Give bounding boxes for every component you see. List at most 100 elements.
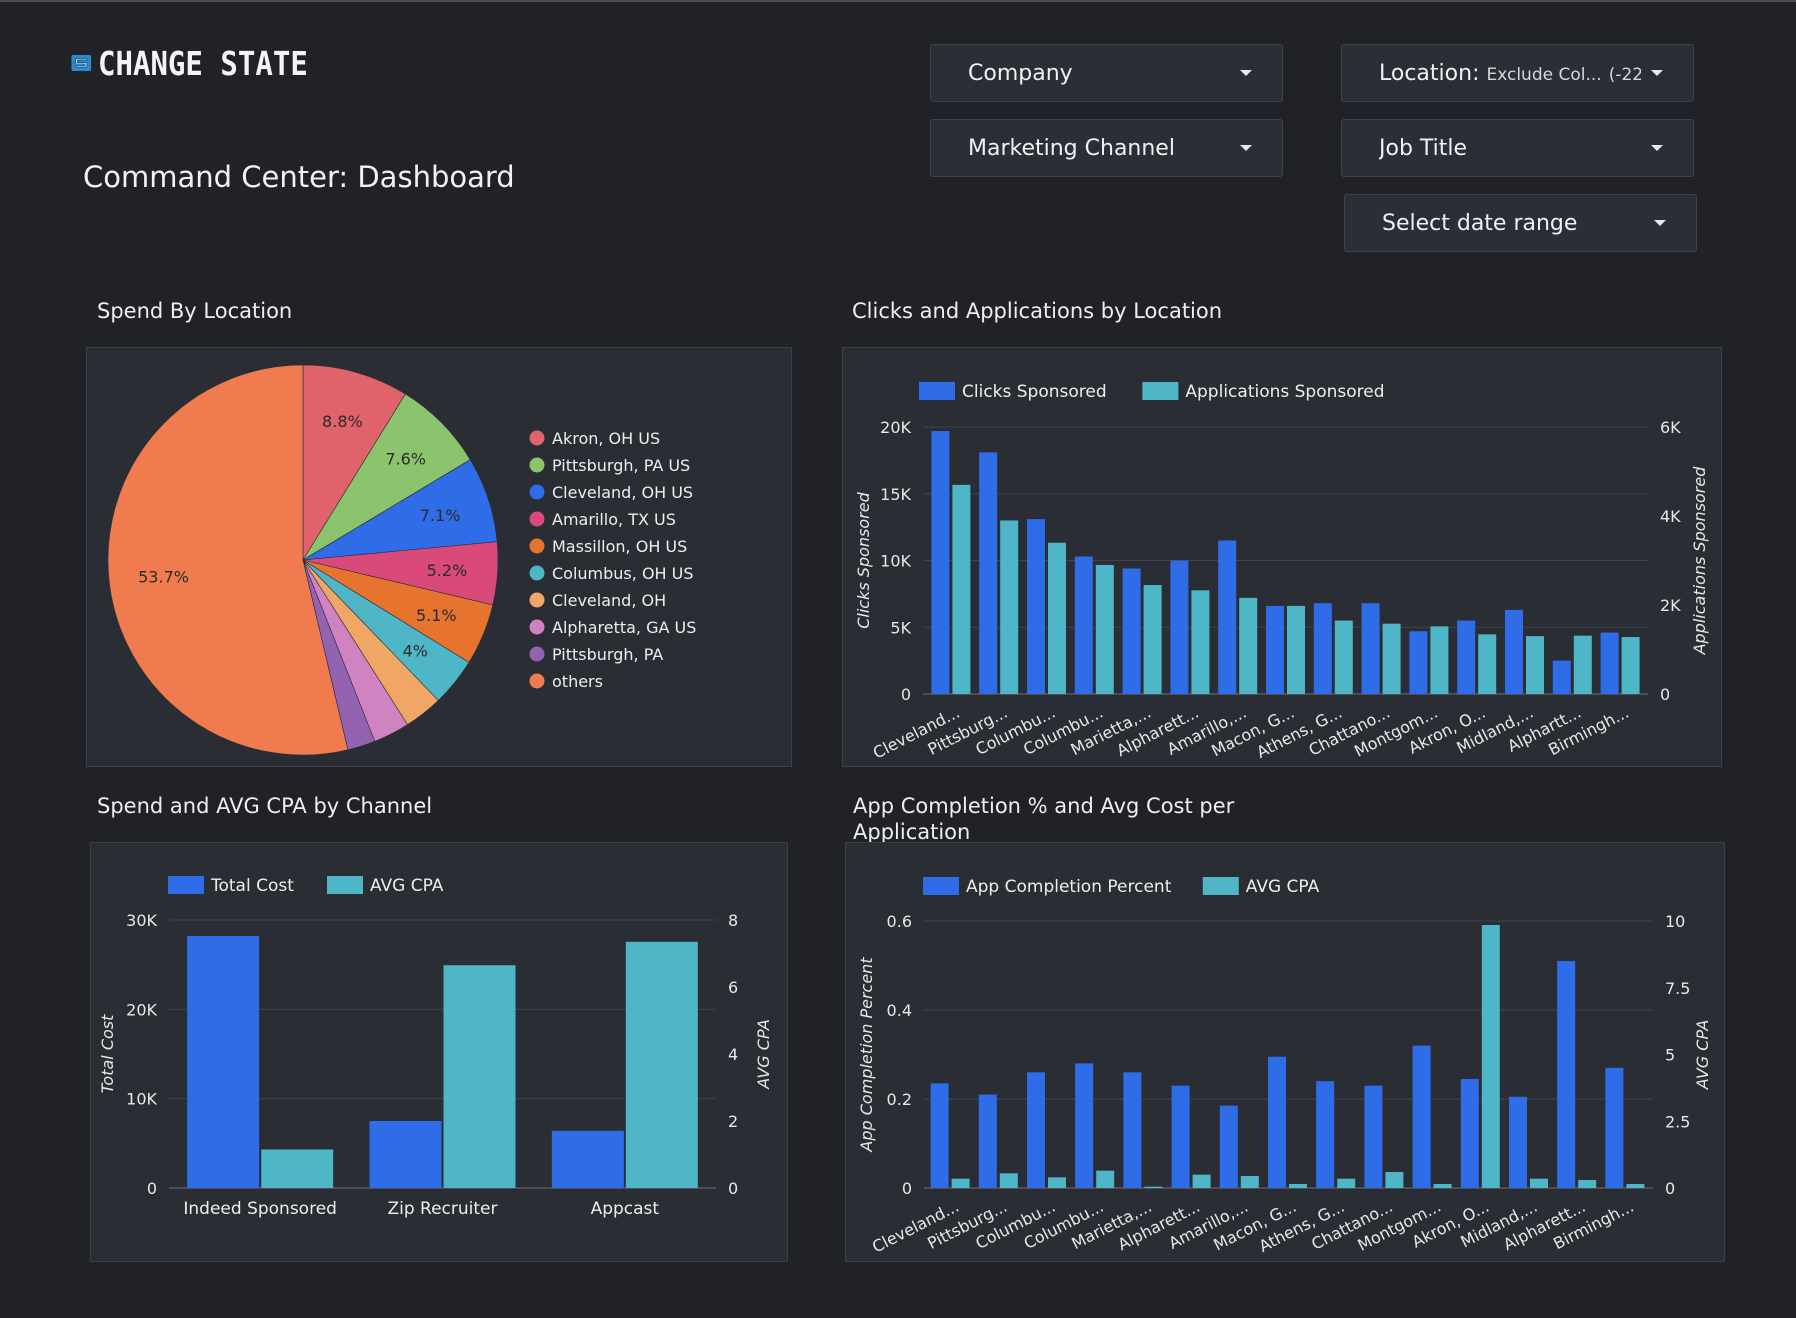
- bar-series-1[interactable]: [1412, 1045, 1431, 1188]
- legend-item[interactable]: AVG CPA: [327, 876, 444, 896]
- bar-series-1[interactable]: [1409, 631, 1428, 694]
- bar-series-2[interactable]: [1287, 605, 1305, 694]
- pie-legend-item[interactable]: Columbus, OH US: [529, 564, 694, 583]
- bar-series-2[interactable]: [1144, 1186, 1163, 1188]
- bar-series-1[interactable]: [187, 936, 260, 1188]
- bar-series-1[interactable]: [930, 1083, 949, 1188]
- spend-cpa-channel-bar-chart[interactable]: Total Cost AVG CPA 0 10K 20K 30K 0 2 4 6 8 Total Co…: [91, 843, 789, 1263]
- bar-series-1[interactable]: [1170, 560, 1189, 695]
- bar-series-2[interactable]: [1626, 1183, 1645, 1188]
- spend-by-location-pie-chart[interactable]: 8.8% 7.6% 7.1% 5.2% 5.1% 4% 53.7% Akron, OH US P…: [87, 348, 793, 768]
- bar-series-2[interactable]: [1143, 584, 1162, 694]
- bar-series-2[interactable]: [1385, 1171, 1404, 1188]
- bar-series-1[interactable]: [978, 1094, 997, 1188]
- bar-series-2[interactable]: [1240, 1175, 1259, 1188]
- bar-series-1[interactable]: [1605, 1067, 1624, 1188]
- change-state-logo[interactable]: CHANGE STATE: [71, 44, 336, 83]
- bar-series-1[interactable]: [1218, 540, 1237, 694]
- pie-legend-label: Massillon, OH US: [552, 537, 687, 556]
- bar-series-1[interactable]: [1123, 1072, 1142, 1188]
- bar-series-1[interactable]: [1557, 961, 1576, 1188]
- bar-series-2[interactable]: [1621, 637, 1640, 694]
- bar-series-1[interactable]: [1122, 568, 1141, 694]
- bar-series-1[interactable]: [1027, 519, 1045, 694]
- bar-series-2[interactable]: [952, 484, 971, 694]
- bar-series-1[interactable]: [1074, 556, 1093, 694]
- bar-series-2[interactable]: [1192, 1174, 1211, 1188]
- bar-series-1[interactable]: [1600, 632, 1619, 694]
- bar-series-2[interactable]: [1530, 1178, 1548, 1188]
- bar-series-1[interactable]: [1552, 660, 1571, 694]
- job-title-filter-label: Job Title: [1379, 135, 1468, 161]
- bar-series-1[interactable]: [1075, 1063, 1094, 1188]
- location-filter[interactable]: Location: Exclude Col... (-22): [1341, 44, 1694, 102]
- bar-series-2[interactable]: [1526, 636, 1544, 694]
- bar-series-1[interactable]: [1460, 1078, 1479, 1188]
- bar-series-2[interactable]: [1048, 1177, 1066, 1188]
- company-filter[interactable]: Company: [930, 44, 1283, 102]
- pie-slice-pittsburgh-pa-us[interactable]: [302, 393, 471, 561]
- job-title-filter[interactable]: Job Title: [1341, 119, 1694, 177]
- pie-legend-item[interactable]: others: [529, 672, 603, 691]
- bar-series-1[interactable]: [551, 1130, 624, 1188]
- bar-series-2[interactable]: [261, 1149, 334, 1188]
- bar-series-1[interactable]: [931, 431, 950, 694]
- legend-item[interactable]: Applications Sponsored: [1142, 382, 1385, 402]
- bar-series-2[interactable]: [443, 965, 516, 1188]
- bar-series-1[interactable]: [1219, 1105, 1238, 1188]
- pie-legend-item[interactable]: Cleveland, OH US: [529, 483, 694, 502]
- bar-series-2[interactable]: [1382, 623, 1401, 694]
- bar-series-1[interactable]: [1268, 1056, 1286, 1188]
- clicks-applications-bar-chart[interactable]: Clicks Sponsored Applications Sponsored 0 5…: [843, 348, 1723, 768]
- bar-series-2[interactable]: [1481, 925, 1500, 1188]
- pie-legend-item[interactable]: Cleveland, OH: [529, 591, 667, 610]
- bar-series-1[interactable]: [369, 1121, 442, 1188]
- y-right-tick-label: 8: [728, 911, 738, 930]
- company-filter-label: Company: [968, 60, 1073, 86]
- bar-series-1[interactable]: [1505, 609, 1523, 694]
- bar-series-2[interactable]: [1096, 1170, 1115, 1188]
- app-completion-bar-chart[interactable]: App Completion Percent AVG CPA 0 0.2 0.4 0.6 0…: [846, 843, 1726, 1263]
- bar-series-2[interactable]: [1433, 1183, 1452, 1188]
- bar-series-2[interactable]: [1478, 634, 1497, 694]
- legend-item[interactable]: Total Cost: [168, 876, 294, 896]
- legend-item[interactable]: Clicks Sponsored: [919, 382, 1107, 402]
- bar-series-2[interactable]: [1334, 620, 1353, 694]
- bar-series-1[interactable]: [1457, 620, 1476, 694]
- bar-series-2[interactable]: [1430, 626, 1449, 694]
- bar-series-1[interactable]: [1364, 1085, 1383, 1188]
- bar-series-2[interactable]: [1000, 520, 1019, 694]
- bar-series-2[interactable]: [1337, 1178, 1356, 1188]
- bar-series-1[interactable]: [979, 452, 998, 694]
- bar-series-1[interactable]: [1316, 1081, 1335, 1188]
- bar-series-1[interactable]: [1361, 603, 1380, 694]
- bar-series-2[interactable]: [625, 941, 698, 1188]
- pie-slice-akron-oh-us[interactable]: [302, 364, 406, 562]
- pie-legend-item[interactable]: Pittsburgh, PA US: [529, 456, 691, 475]
- bar-series-1[interactable]: [1027, 1072, 1045, 1188]
- bar-series-2[interactable]: [1289, 1183, 1307, 1188]
- pie-legend-item[interactable]: Amarillo, TX US: [529, 510, 676, 529]
- bar-series-2[interactable]: [1239, 597, 1258, 694]
- bar-series-1[interactable]: [1313, 603, 1332, 694]
- pie-slice-others[interactable]: [107, 364, 349, 756]
- pie-legend-item[interactable]: Akron, OH US: [529, 429, 661, 448]
- legend-swatch: [529, 484, 545, 500]
- bar-series-1[interactable]: [1171, 1085, 1190, 1188]
- bar-series-2[interactable]: [1578, 1179, 1597, 1188]
- pie-legend-item[interactable]: Massillon, OH US: [529, 537, 688, 556]
- legend-item[interactable]: App Completion Percent: [923, 877, 1172, 897]
- pie-legend-item[interactable]: Pittsburgh, PA: [529, 645, 664, 664]
- bar-series-2[interactable]: [1191, 590, 1210, 694]
- date-range-picker[interactable]: Select date range: [1344, 194, 1697, 252]
- marketing-channel-filter[interactable]: Marketing Channel: [930, 119, 1283, 177]
- bar-series-2[interactable]: [999, 1173, 1018, 1188]
- bar-series-2[interactable]: [1095, 564, 1114, 694]
- bar-series-2[interactable]: [1048, 542, 1066, 694]
- bar-series-1[interactable]: [1266, 605, 1284, 694]
- bar-series-2[interactable]: [1573, 635, 1592, 694]
- pie-legend-item[interactable]: Alpharetta, GA US: [529, 618, 697, 637]
- legend-item[interactable]: AVG CPA: [1202, 877, 1320, 897]
- bar-series-2[interactable]: [951, 1178, 970, 1188]
- bar-series-1[interactable]: [1509, 1096, 1527, 1188]
